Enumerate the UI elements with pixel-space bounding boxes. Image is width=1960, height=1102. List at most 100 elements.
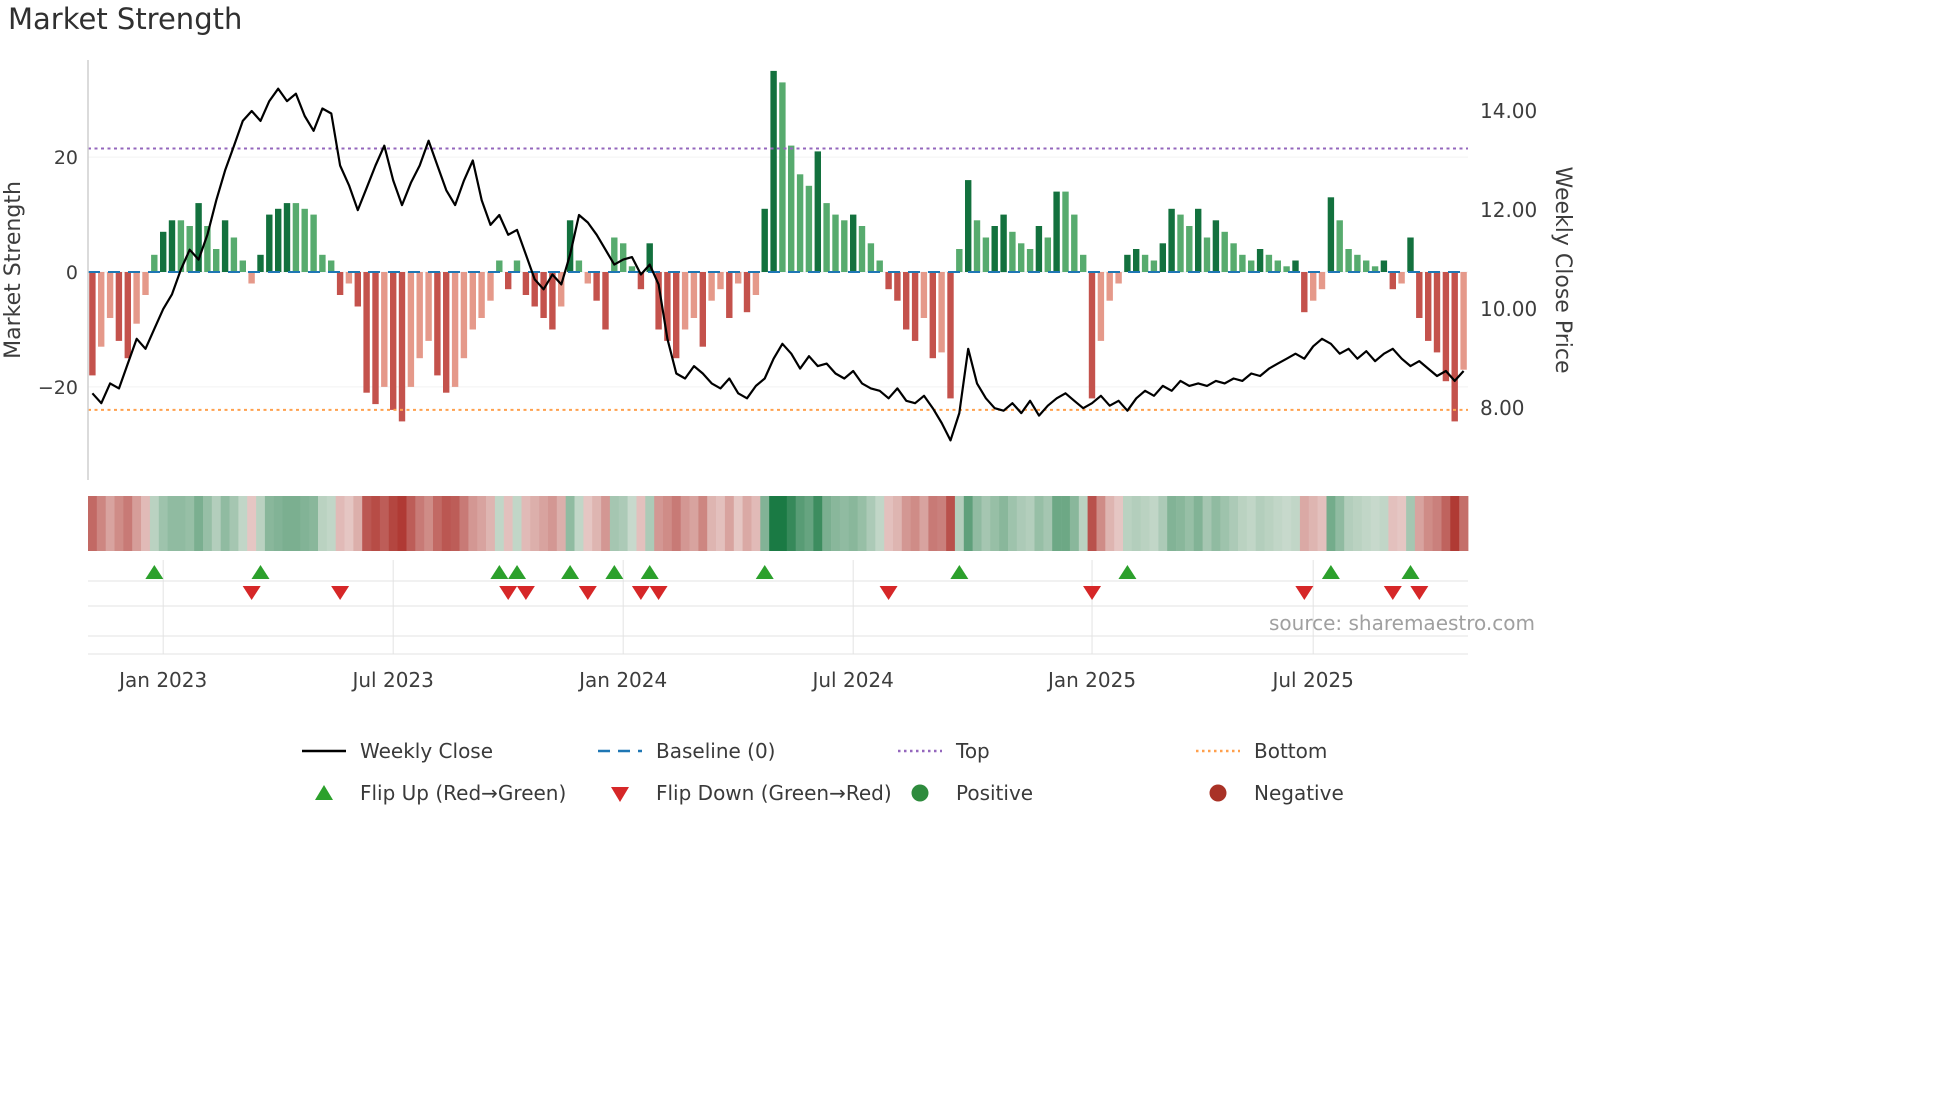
flip-down-markers xyxy=(242,586,1429,600)
strength-bar xyxy=(584,272,591,284)
chart-canvas: source: sharemaestro.com 20 0 −20 14.00 12.00… xyxy=(1,60,1575,692)
heatmap-cell xyxy=(795,496,805,551)
strength-bar xyxy=(89,272,96,376)
strength-bar xyxy=(478,272,485,318)
heatmap-cell xyxy=(96,496,106,551)
heatmap-cell xyxy=(928,496,938,551)
heatmap-cell xyxy=(680,496,690,551)
heatmap-cell xyxy=(857,496,867,551)
strength-bar xyxy=(956,249,963,272)
heatmap-cell xyxy=(1459,496,1469,551)
heatmap-cell xyxy=(954,496,965,551)
strength-bar xyxy=(239,260,246,272)
heatmap-cell xyxy=(884,496,894,551)
strength-bar xyxy=(505,272,512,290)
strength-bar xyxy=(1310,272,1317,301)
strength-bar xyxy=(1283,266,1290,272)
flip-up-marker xyxy=(605,565,624,579)
heatmap-cell xyxy=(1220,496,1230,551)
legend-item-flip-down: Flip Down (Green→Red) xyxy=(596,777,896,809)
heatmap-cell xyxy=(494,496,505,551)
strength-bar xyxy=(637,272,645,290)
right-axis-title: Weekly Close Price xyxy=(1550,167,1575,374)
strength-bar xyxy=(752,272,760,295)
strength-bar xyxy=(230,237,238,272)
heatmap-cell xyxy=(663,496,673,551)
strength-bar xyxy=(345,272,353,284)
strength-bar xyxy=(805,185,813,272)
heatmap-cell xyxy=(698,496,708,551)
heatmap-cell xyxy=(1061,496,1071,551)
heatmap-cell xyxy=(946,496,956,551)
strength-bar xyxy=(1416,272,1423,318)
flip-down-marker xyxy=(631,586,650,600)
heatmap-cell xyxy=(1335,496,1345,551)
strength-bar xyxy=(1168,208,1175,272)
strength-bar xyxy=(1177,214,1184,273)
right-tick-label: 8.00 xyxy=(1480,396,1525,420)
heatmap-cell xyxy=(751,496,761,551)
heatmap-cell xyxy=(397,496,407,551)
heatmap-cell xyxy=(937,496,947,551)
strength-bar xyxy=(858,226,866,272)
negative-legend-sample xyxy=(1209,784,1227,802)
flip-down-marker xyxy=(331,586,350,600)
strength-bar xyxy=(407,272,415,387)
strength-bar xyxy=(310,214,317,273)
strength-bar xyxy=(487,272,494,301)
legend-item-flip-up: Flip Up (Red→Green) xyxy=(300,777,596,809)
strength-bar xyxy=(1212,220,1220,272)
heatmap-cell xyxy=(256,496,266,551)
heatmap-cell xyxy=(1282,496,1292,551)
strength-bar xyxy=(761,208,768,272)
strength-bar xyxy=(221,220,229,272)
x-tick-label: Jan 2025 xyxy=(1046,668,1136,692)
strength-bar xyxy=(522,272,530,295)
strength-bar xyxy=(133,272,140,324)
strength-bar xyxy=(1460,272,1467,370)
heatmap-cell xyxy=(309,496,319,551)
strength-bar xyxy=(1442,272,1450,382)
strength-bar xyxy=(699,272,706,347)
strength-bar xyxy=(151,254,158,272)
strength-bar xyxy=(257,254,264,272)
right-tick-label: 12.00 xyxy=(1480,198,1537,222)
heatmap-cell xyxy=(158,496,168,551)
strength-bar xyxy=(903,272,910,330)
legend-label-top: Top xyxy=(956,739,990,763)
flip-up-marker xyxy=(950,565,969,579)
heatmap-cell xyxy=(548,496,558,551)
positive-glyph xyxy=(911,784,929,802)
strength-bar xyxy=(1265,254,1273,272)
heatmap-cell xyxy=(1353,496,1363,551)
flip-up-legend-sample xyxy=(315,785,333,800)
heatmap-cell xyxy=(88,496,98,551)
heatmap-cell xyxy=(1414,496,1425,551)
strength-bar xyxy=(788,145,795,272)
lower-panel-grid xyxy=(88,560,1468,655)
heatmap-cell xyxy=(1291,496,1301,551)
baseline-legend-sample xyxy=(598,749,642,753)
heatmap-cell xyxy=(1450,496,1460,551)
heatmap-cell xyxy=(344,496,354,551)
strength-bar xyxy=(602,272,609,330)
legend-item-baseline: Baseline (0) xyxy=(596,735,896,767)
strength-bar xyxy=(115,272,123,341)
flip-up-marker xyxy=(1401,565,1420,579)
heatmap-cell xyxy=(875,496,885,551)
heatmap-cell xyxy=(300,496,310,551)
page-title: Market Strength xyxy=(8,2,243,36)
heatmap-cell xyxy=(415,496,425,551)
heatmap-cell xyxy=(247,496,257,551)
heatmap-cell xyxy=(910,496,920,551)
flip-down-marker xyxy=(1083,586,1102,600)
heatmap-cell xyxy=(1105,496,1115,551)
heatmap-cell xyxy=(353,496,363,551)
heatmap-cell xyxy=(981,496,991,551)
flip-up-marker xyxy=(251,565,270,579)
heatmap-cell xyxy=(167,496,177,551)
flip-down-marker xyxy=(879,586,898,600)
heatmap-cell xyxy=(1211,496,1221,551)
heatmap-cell xyxy=(999,496,1009,551)
